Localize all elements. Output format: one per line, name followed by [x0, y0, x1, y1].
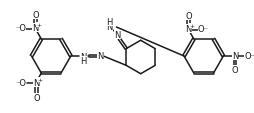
Text: N: N [33, 78, 39, 87]
Text: +: + [37, 78, 42, 83]
Text: O: O [184, 12, 191, 21]
Text: H: H [106, 17, 112, 26]
Text: N: N [32, 24, 38, 33]
Text: O: O [231, 66, 237, 75]
Text: H: H [80, 56, 86, 65]
Text: O: O [32, 11, 39, 20]
Text: N: N [184, 25, 191, 34]
Text: N: N [106, 23, 112, 32]
Text: N: N [97, 51, 103, 60]
Text: O: O [33, 93, 40, 102]
Text: ⁻O: ⁻O [15, 24, 26, 33]
Text: N: N [80, 52, 86, 61]
Text: N: N [114, 31, 120, 40]
Text: N: N [231, 51, 237, 60]
Text: O⁻: O⁻ [244, 51, 254, 60]
Text: ⁻O: ⁻O [15, 78, 26, 87]
Text: +: + [36, 23, 41, 28]
Text: +: + [188, 24, 194, 29]
Text: O⁻: O⁻ [197, 25, 208, 34]
